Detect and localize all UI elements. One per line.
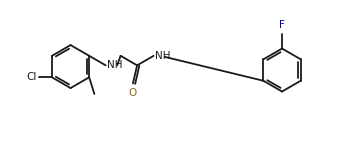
Text: NH: NH (155, 51, 171, 61)
Text: F: F (279, 20, 285, 30)
Text: O: O (129, 88, 137, 98)
Text: Cl: Cl (26, 72, 36, 82)
Text: NH: NH (107, 60, 123, 70)
